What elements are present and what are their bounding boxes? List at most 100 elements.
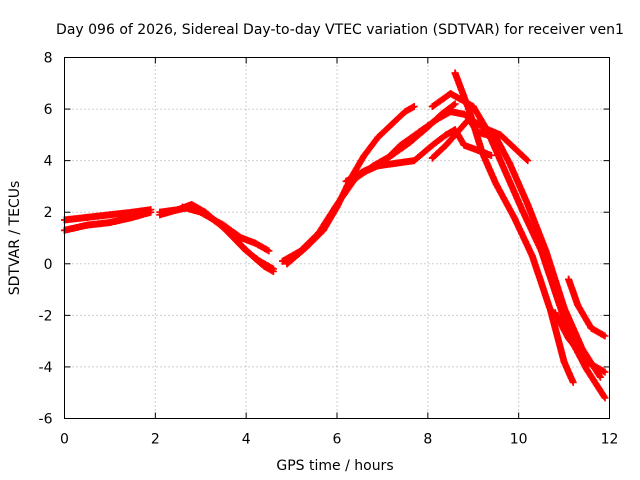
x-tick-label: 6: [333, 432, 342, 448]
data-point: [129, 208, 137, 216]
data-point: [342, 177, 350, 185]
data-point: [447, 108, 454, 116]
data-point: [601, 368, 609, 376]
series-track-12: [451, 69, 577, 386]
y-axis-label: SDTVAR / TECUs: [7, 181, 23, 296]
data-point: [583, 358, 591, 366]
y-tick-label: -6: [39, 412, 53, 428]
data-point: [269, 268, 277, 275]
data-point: [315, 229, 323, 237]
data-point: [574, 301, 582, 309]
data-point: [519, 208, 527, 216]
data-point: [251, 239, 259, 247]
data-point: [374, 133, 382, 141]
data-point: [428, 141, 436, 149]
series-track-4: [156, 203, 277, 275]
y-tick-label: 6: [44, 102, 53, 118]
data-point: [106, 219, 114, 226]
data-point: [560, 358, 568, 366]
data-point: [460, 141, 468, 149]
series-track-5: [179, 203, 273, 255]
data-point: [174, 206, 182, 214]
data-point: [442, 131, 450, 139]
data-point: [556, 301, 563, 309]
data-point: [238, 234, 246, 242]
data-point: [392, 159, 400, 167]
x-tick-label: 0: [60, 432, 69, 448]
data-point: [433, 115, 441, 123]
data-point: [351, 172, 359, 180]
x-tick-label: 2: [151, 432, 160, 448]
data-point: [397, 141, 405, 149]
x-tick-label: 10: [510, 432, 528, 448]
data-point: [428, 154, 436, 162]
data-point: [442, 141, 450, 149]
data-point: [251, 255, 259, 263]
data-point: [583, 366, 591, 373]
y-tick-label: 4: [44, 154, 53, 170]
grid: [64, 57, 610, 419]
data-point: [596, 373, 604, 381]
data-point: [360, 152, 368, 159]
data-point: [524, 157, 532, 165]
data-point: [601, 394, 609, 402]
data-point: [238, 242, 246, 250]
data-point: [601, 332, 609, 340]
data-point: [551, 309, 559, 317]
data-point: [565, 275, 573, 283]
data-point: [501, 167, 509, 175]
data-point: [451, 100, 459, 108]
chart-title: Day 096 of 2026, Sidereal Day-to-day VTE…: [56, 22, 624, 38]
data-point: [460, 110, 468, 118]
data-point: [547, 306, 554, 314]
x-tick-label: 4: [242, 432, 251, 448]
data-point: [401, 108, 409, 116]
axis-ticks: 0 2 4 6 8 10 12 -6 -4 -2 0 2 4 6 8: [39, 51, 619, 448]
data-point: [451, 131, 459, 139]
plot-area: [61, 69, 609, 402]
data-point: [374, 162, 382, 170]
data-point: [147, 206, 155, 214]
data-point: [265, 247, 273, 255]
data-point: [497, 131, 504, 139]
data-point: [483, 126, 491, 134]
series-trace: [428, 115, 604, 380]
data-point: [415, 128, 423, 136]
data-point: [537, 247, 545, 255]
data-point: [478, 149, 486, 157]
data-point: [106, 211, 114, 219]
y-tick-label: -2: [39, 308, 53, 324]
series-track-10: [428, 115, 604, 381]
data-point: [388, 121, 395, 128]
data-point: [465, 105, 473, 113]
series-trace: [179, 203, 271, 254]
data-point: [565, 335, 573, 343]
data-point: [447, 90, 454, 98]
series-track-14: [551, 309, 609, 376]
data-point: [487, 152, 495, 159]
data-point: [451, 69, 459, 77]
data-point: [179, 203, 187, 211]
data-point: [410, 103, 418, 110]
y-tick-label: -4: [39, 360, 53, 376]
data-point: [506, 159, 514, 167]
data-point: [197, 208, 205, 216]
data-point: [587, 324, 595, 332]
data-point: [524, 201, 532, 208]
data-point: [83, 213, 91, 221]
x-axis-label: GPS time / hours: [276, 458, 393, 474]
y-tick-label: 0: [44, 257, 53, 273]
data-point: [220, 221, 227, 229]
data-point: [260, 262, 268, 270]
y-tick-label: 2: [44, 205, 53, 221]
data-point: [83, 221, 91, 229]
data-point: [279, 257, 286, 265]
series-trace: [451, 69, 577, 385]
data-point: [569, 378, 577, 386]
data-point: [410, 157, 418, 165]
data-point: [156, 208, 164, 216]
y-tick-label: 8: [44, 51, 53, 67]
data-point: [428, 103, 436, 110]
data-point: [528, 252, 536, 260]
